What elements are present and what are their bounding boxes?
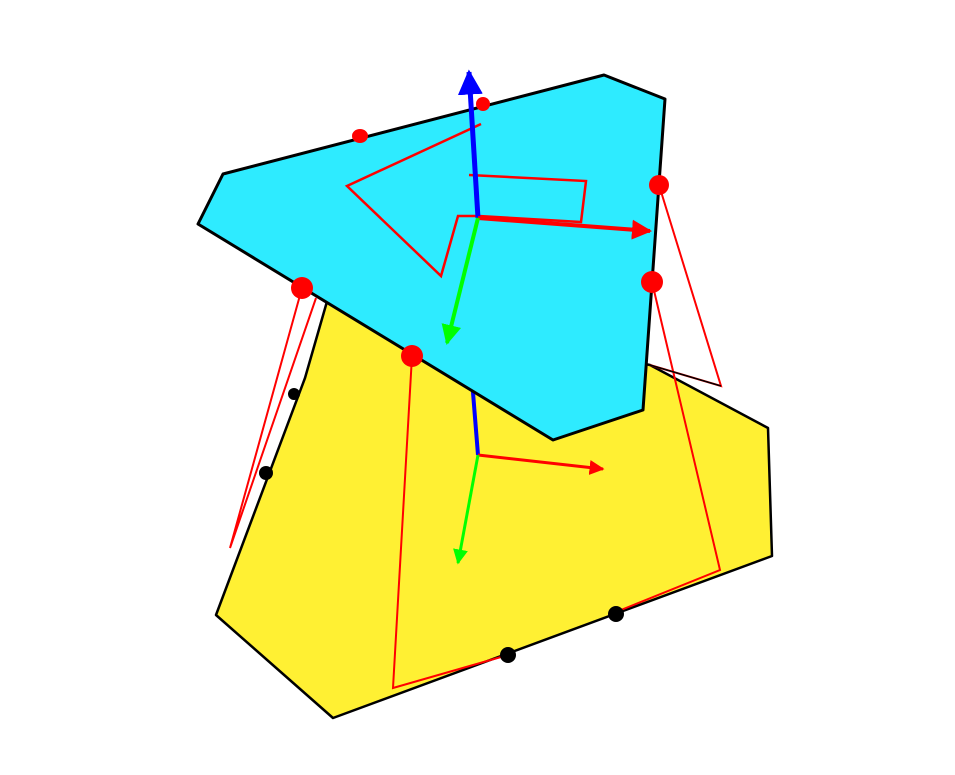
lower-contact-point <box>500 647 516 663</box>
upper-outline-zigzag <box>344 122 588 279</box>
contact-outline-left <box>229 287 317 549</box>
upper-frame-y-axis <box>441 217 480 345</box>
contact-outline-bottom <box>391 355 509 690</box>
lower-contact-point <box>259 466 273 480</box>
upper-contact-point <box>476 97 490 111</box>
upper-contact-point <box>641 271 663 293</box>
upper-frame-z-axis <box>457 69 483 219</box>
upper-frame-x-axis <box>477 216 652 240</box>
upper-contact-point <box>352 129 368 143</box>
upper-contact-point <box>401 345 423 367</box>
contact-outline-right-lower <box>615 281 722 613</box>
lower-contact-point <box>288 388 300 400</box>
upper-contact-point <box>649 175 669 195</box>
contact-outline-edge <box>649 364 722 387</box>
lower-frame-y-axis <box>453 454 480 565</box>
lower-frame-x-axis <box>477 453 605 475</box>
upper-polygon <box>196 73 667 442</box>
lower-contact-point <box>608 606 624 622</box>
upper-contact-point <box>291 277 313 299</box>
